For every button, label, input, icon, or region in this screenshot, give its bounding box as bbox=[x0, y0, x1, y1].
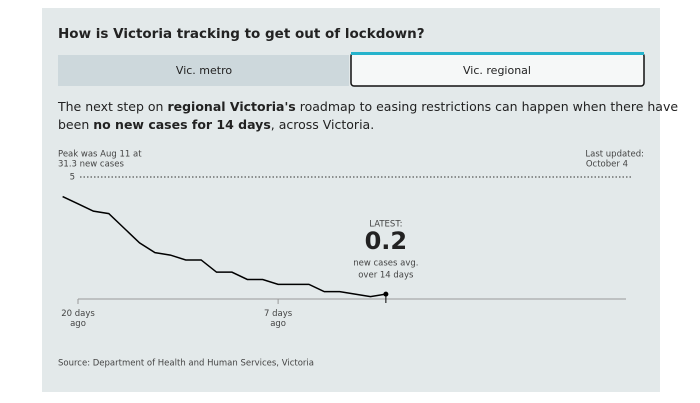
latest-heading: LATEST: bbox=[369, 220, 402, 230]
x-tick-label: 20 days ago bbox=[61, 309, 95, 329]
annotation: 31.3 new cases bbox=[58, 160, 124, 170]
latest-caption: new cases avg. bbox=[353, 259, 418, 269]
text: regional Victoria's bbox=[167, 99, 295, 114]
text: been bbox=[58, 117, 93, 132]
y-tick-label: 5 bbox=[70, 173, 75, 183]
text: , across Victoria. bbox=[271, 117, 374, 132]
annotation: Last updated: bbox=[585, 150, 644, 160]
text: 7 days bbox=[264, 309, 293, 319]
title: How is Victoria tracking to get out of l… bbox=[58, 26, 425, 42]
text: ago bbox=[270, 319, 286, 329]
text: 20 days bbox=[61, 309, 95, 319]
tab-label[interactable]: Vic. regional bbox=[463, 64, 531, 77]
text: no new cases for 14 days bbox=[93, 117, 271, 132]
tab[interactable] bbox=[58, 55, 349, 86]
latest-caption: over 14 days bbox=[358, 271, 414, 281]
description: The next step on regional Victoria's roa… bbox=[57, 99, 678, 114]
description: been no new cases for 14 days, across Vi… bbox=[58, 117, 374, 132]
text: roadmap to easing restrictions can happe… bbox=[296, 99, 679, 114]
text: ago bbox=[70, 319, 86, 329]
source: Source: Department of Health and Human S… bbox=[58, 359, 314, 369]
latest-value: 0.2 bbox=[365, 227, 408, 255]
line bbox=[62, 195, 386, 298]
annotation: Peak was Aug 11 at bbox=[58, 150, 142, 160]
tab-label[interactable]: Vic. metro bbox=[176, 64, 232, 77]
tab-indicator bbox=[351, 52, 644, 55]
x-tick-label: 7 days ago bbox=[264, 309, 293, 329]
text: The next step on bbox=[57, 99, 167, 114]
annotation: October 4 bbox=[586, 160, 628, 170]
